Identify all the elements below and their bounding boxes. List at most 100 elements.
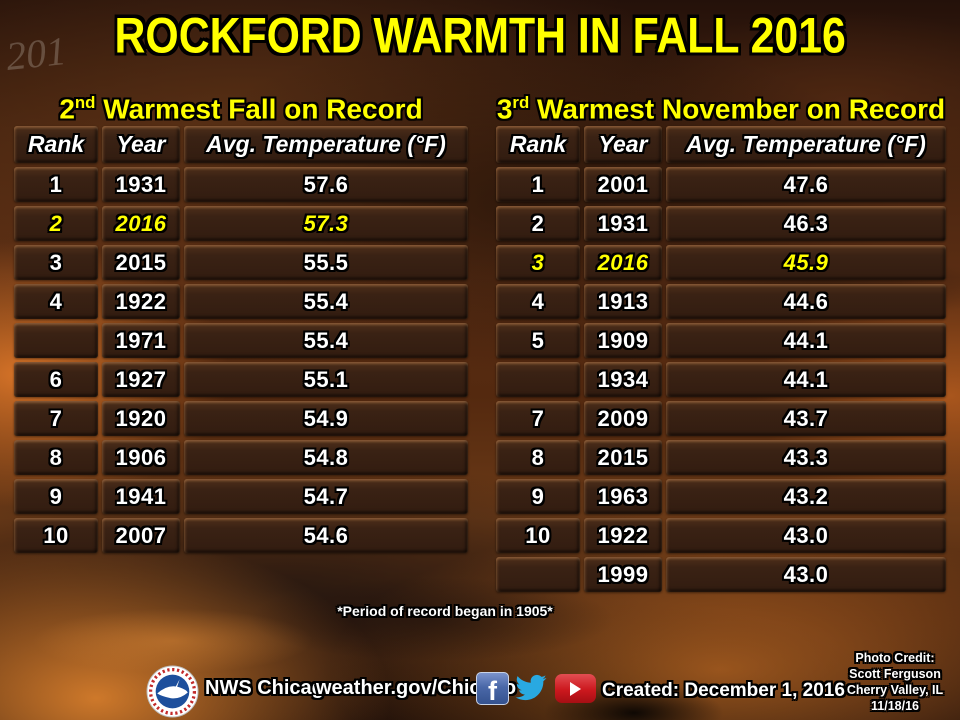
november-heading-rest: Warmest November on Record bbox=[529, 93, 946, 125]
column-header: Avg. Temperature (°F) bbox=[666, 126, 946, 163]
temp-cell: 43.2 bbox=[666, 479, 946, 514]
table-row: 1 1931 57.6 bbox=[14, 167, 468, 202]
year-cell: 1909 bbox=[584, 323, 662, 358]
fall-rankings-table: Rank Year Avg. Temperature (°F) 1 1931 57.6 2 2… bbox=[14, 126, 468, 553]
rank-cell: 3 bbox=[496, 245, 580, 280]
rank-cell: 1 bbox=[496, 167, 580, 202]
photo-credit-line: Scott Ferguson bbox=[849, 667, 941, 681]
table-header-row: Rank Year Avg. Temperature (°F) bbox=[14, 126, 468, 163]
rank-cell: 9 bbox=[496, 479, 580, 514]
table-row: 6 1927 55.1 bbox=[14, 362, 468, 397]
year-cell: 1906 bbox=[102, 440, 180, 475]
year-cell: 1963 bbox=[584, 479, 662, 514]
temp-cell: 54.9 bbox=[184, 401, 468, 436]
photo-credit: Photo Credit: Scott Ferguson Cherry Vall… bbox=[832, 650, 958, 714]
year-cell: 1927 bbox=[102, 362, 180, 397]
rank-cell: 2 bbox=[14, 206, 98, 241]
rank-cell bbox=[14, 323, 98, 358]
rank-cell: 8 bbox=[14, 440, 98, 475]
twitter-icon bbox=[513, 672, 549, 703]
november-rankings-section: 3rd Warmest November on Record Rank Year A… bbox=[496, 84, 946, 592]
rank-cell: 7 bbox=[14, 401, 98, 436]
period-of-record-footnote: *Period of record began in 1905* bbox=[337, 603, 553, 619]
rank-cell: 9 bbox=[14, 479, 98, 514]
table-row: 1971 55.4 bbox=[14, 323, 468, 358]
temp-cell: 55.4 bbox=[184, 284, 468, 319]
rank-cell: 7 bbox=[496, 401, 580, 436]
fall-heading-rank: 2 bbox=[59, 93, 75, 125]
created-date: Created: December 1, 2016 bbox=[602, 680, 845, 701]
column-header: Rank bbox=[14, 126, 98, 163]
agency-name: NWS Chicago bbox=[205, 677, 337, 699]
fall-rankings-section: 2nd Warmest Fall on Record Rank Year Avg. … bbox=[14, 84, 468, 553]
year-cell: 1971 bbox=[102, 323, 180, 358]
temp-cell: 43.0 bbox=[666, 518, 946, 553]
rank-cell: 2 bbox=[496, 206, 580, 241]
year-cell: 2015 bbox=[102, 245, 180, 280]
column-header: Rank bbox=[496, 126, 580, 163]
temp-cell: 43.3 bbox=[666, 440, 946, 475]
year-cell: 2015 bbox=[584, 440, 662, 475]
table-header-row: Rank Year Avg. Temperature (°F) bbox=[496, 126, 946, 163]
temp-cell: 44.1 bbox=[666, 323, 946, 358]
temp-cell: 46.3 bbox=[666, 206, 946, 241]
table-row: 9 1963 43.2 bbox=[496, 479, 946, 514]
table-row: 8 1906 54.8 bbox=[14, 440, 468, 475]
temp-cell: 57.3 bbox=[184, 206, 468, 241]
rank-cell bbox=[496, 557, 580, 592]
year-cell: 1999 bbox=[584, 557, 662, 592]
year-cell: 1931 bbox=[584, 206, 662, 241]
play-icon bbox=[570, 681, 581, 696]
temp-cell: 54.8 bbox=[184, 440, 468, 475]
table-row: 7 1920 54.9 bbox=[14, 401, 468, 436]
fall-heading-suffix: nd bbox=[74, 93, 96, 112]
year-cell: 1934 bbox=[584, 362, 662, 397]
photo-credit-line: Photo Credit: bbox=[855, 651, 935, 665]
rank-cell: 4 bbox=[496, 284, 580, 319]
rank-cell: 10 bbox=[496, 518, 580, 553]
table-row: 8 2015 43.3 bbox=[496, 440, 946, 475]
table-row: 10 2007 54.6 bbox=[14, 518, 468, 553]
youtube-icon bbox=[555, 674, 596, 703]
rank-cell: 10 bbox=[14, 518, 98, 553]
rank-cell: 4 bbox=[14, 284, 98, 319]
page-title: ROCKFORD WARMTH IN FALL 2016 bbox=[114, 7, 846, 64]
year-cell: 1922 bbox=[102, 284, 180, 319]
table-row: 5 1909 44.1 bbox=[496, 323, 946, 358]
november-heading-rank: 3 bbox=[496, 93, 513, 125]
column-header: Year bbox=[102, 126, 180, 163]
november-rankings-table: Rank Year Avg. Temperature (°F) 1 2001 47.6 2 1… bbox=[496, 126, 946, 592]
temp-cell: 54.7 bbox=[184, 479, 468, 514]
table-row: 2 1931 46.3 bbox=[496, 206, 946, 241]
temp-cell: 55.1 bbox=[184, 362, 468, 397]
year-cell: 2016 bbox=[584, 245, 662, 280]
nws-seal-icon bbox=[146, 665, 199, 718]
temp-cell: 44.6 bbox=[666, 284, 946, 319]
year-cell: 2001 bbox=[584, 167, 662, 202]
year-cell: 2009 bbox=[584, 401, 662, 436]
table-row: 1 2001 47.6 bbox=[496, 167, 946, 202]
rank-cell: 1 bbox=[14, 167, 98, 202]
rank-cell: 3 bbox=[14, 245, 98, 280]
facebook-icon: f bbox=[476, 672, 509, 705]
november-table-heading: 3rd Warmest November on Record bbox=[496, 84, 946, 125]
temp-cell: 44.1 bbox=[666, 362, 946, 397]
temp-cell: 43.7 bbox=[666, 401, 946, 436]
table-row: 7 2009 43.7 bbox=[496, 401, 946, 436]
table-row: 1999 43.0 bbox=[496, 557, 946, 592]
november-heading-suffix: rd bbox=[512, 93, 530, 112]
table-row: 9 1941 54.7 bbox=[14, 479, 468, 514]
temp-cell: 54.6 bbox=[184, 518, 468, 553]
year-cell: 1922 bbox=[584, 518, 662, 553]
photo-credit-line: 11/18/16 bbox=[871, 699, 919, 713]
table-row: 3 2015 55.5 bbox=[14, 245, 468, 280]
year-cell: 1920 bbox=[102, 401, 180, 436]
rank-cell: 6 bbox=[14, 362, 98, 397]
year-cell: 1941 bbox=[102, 479, 180, 514]
year-cell: 1913 bbox=[584, 284, 662, 319]
year-cell: 1931 bbox=[102, 167, 180, 202]
temp-cell: 55.4 bbox=[184, 323, 468, 358]
title-bar: ROCKFORD WARMTH IN FALL 2016 bbox=[0, 6, 960, 63]
